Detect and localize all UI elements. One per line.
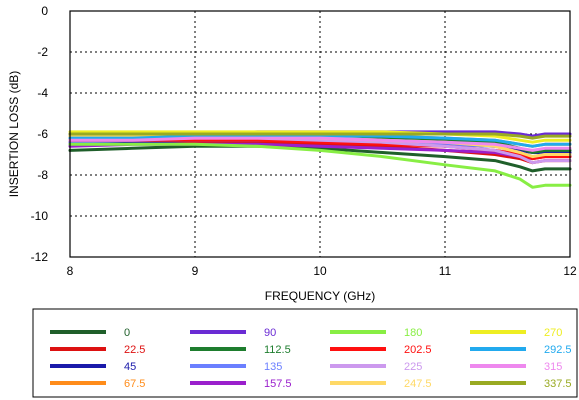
legend-label: 180	[404, 327, 422, 339]
legend-label: 67.5	[124, 378, 145, 390]
legend-label: 315	[544, 361, 562, 373]
series-line-180	[68, 142, 572, 189]
y-tick-label: -8	[37, 168, 48, 182]
legend-label: 90	[264, 327, 276, 339]
series-line-315	[68, 136, 572, 152]
y-axis-title: INSERTION LOSS (dB)	[7, 71, 21, 197]
y-tick-label: 0	[41, 4, 48, 18]
series-line-292-5	[68, 134, 572, 148]
y-tick-label: -4	[37, 86, 48, 100]
series-line-0	[68, 144, 572, 173]
x-tick-label: 11	[439, 264, 452, 278]
legend-label: 202.5	[404, 344, 432, 356]
y-tick-label: -2	[37, 45, 48, 59]
x-axis-title: FREQUENCY (GHz)	[265, 289, 375, 303]
legend: 0 22.5 45 67.5 90 112.5 135 157.5 180 202.5 225 247…	[50, 327, 572, 390]
legend-label: 157.5	[264, 378, 292, 390]
legend-label: 135	[264, 361, 282, 373]
legend-label: 225	[404, 361, 422, 373]
y-tick-label: -6	[37, 127, 48, 141]
legend-label: 22.5	[124, 344, 145, 356]
plot-frame	[69, 10, 571, 258]
legend-label: 0	[124, 327, 130, 339]
legend-label: 270	[544, 327, 562, 339]
tick-layer: 8 9 10 11 12 0 -2 -4 -6 -8 -10 -12	[31, 4, 577, 278]
x-tick-label: 10	[313, 264, 327, 278]
series-layer	[68, 130, 572, 189]
x-tick-label: 12	[563, 264, 577, 278]
x-tick-label: 8	[67, 264, 74, 278]
legend-label: 292.5	[544, 344, 572, 356]
y-tick-label: -10	[31, 209, 49, 223]
legend-label: 45	[124, 361, 136, 373]
legend-label: 247.5	[404, 378, 432, 390]
series-line-337-5	[68, 132, 572, 140]
x-tick-label: 9	[192, 264, 199, 278]
legend-label: 337.5	[544, 378, 572, 390]
legend-label: 112.5	[264, 344, 291, 356]
y-tick-label: -12	[31, 250, 49, 264]
